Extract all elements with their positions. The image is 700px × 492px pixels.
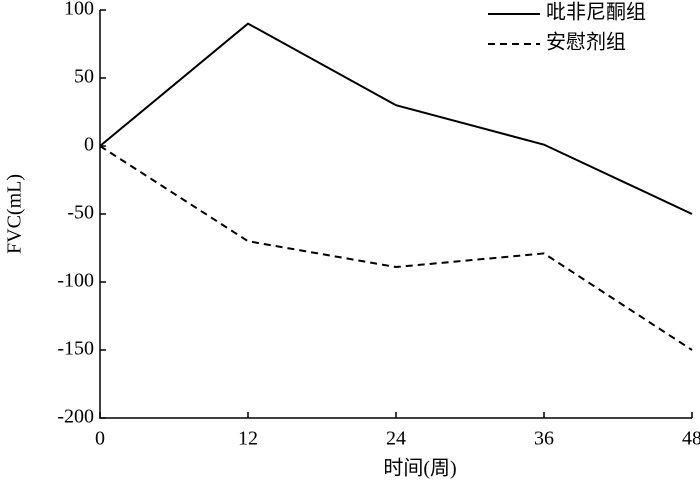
y-axis-label: FVC(mL) [4,174,26,254]
series-line [99,145,693,351]
x-axis-label: 时间(周) [383,457,456,480]
x-tick-label: 12 [238,428,258,450]
y-tick-label: -200 [57,406,94,428]
x-tick-label: 0 [95,428,105,450]
y-tick-label: -50 [67,202,94,224]
legend-label: 安慰剂组 [546,31,626,54]
y-tick-label: 50 [74,66,94,88]
y-tick-label: -150 [57,338,94,360]
y-tick-label: 100 [64,0,94,20]
y-tick-label: 0 [84,134,94,156]
axes [99,10,692,419]
y-tick-label: -100 [57,270,94,292]
x-tick-label: 24 [386,428,406,450]
x-tick-label: 48 [682,428,700,450]
legend-label: 吡非尼酮组 [546,1,646,24]
x-tick-label: 36 [534,428,554,450]
series-line [99,22,693,215]
